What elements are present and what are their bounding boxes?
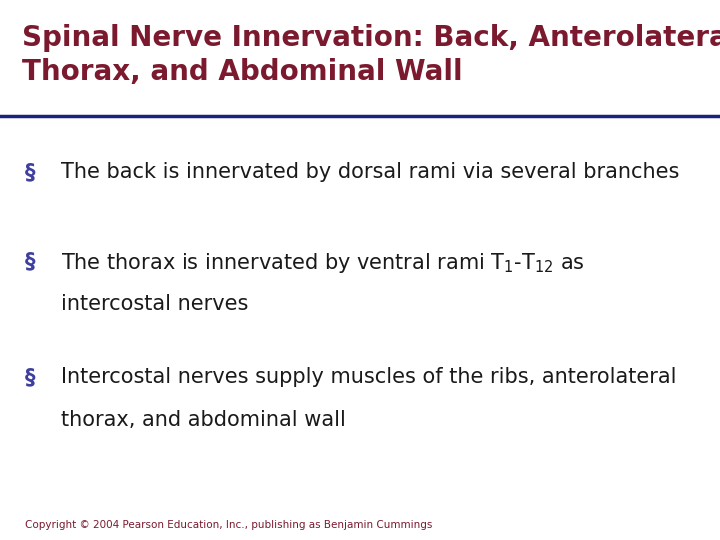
Text: §: § — [25, 251, 36, 271]
Text: thorax, and abdominal wall: thorax, and abdominal wall — [61, 410, 346, 430]
Text: Copyright © 2004 Pearson Education, Inc., publishing as Benjamin Cummings: Copyright © 2004 Pearson Education, Inc.… — [25, 520, 433, 530]
Text: Spinal Nerve Innervation: Back, Anterolateral
Thorax, and Abdominal Wall: Spinal Nerve Innervation: Back, Anterola… — [22, 24, 720, 86]
Text: intercostal nerves: intercostal nerves — [61, 294, 248, 314]
Text: Intercostal nerves supply muscles of the ribs, anterolateral: Intercostal nerves supply muscles of the… — [61, 367, 677, 387]
Text: §: § — [25, 367, 36, 387]
Text: The thorax is innervated by ventral rami T$_{1}$-T$_{12}$ as: The thorax is innervated by ventral rami… — [61, 251, 585, 275]
Text: §: § — [25, 162, 36, 182]
Text: The back is innervated by dorsal rami via several branches: The back is innervated by dorsal rami vi… — [61, 162, 680, 182]
